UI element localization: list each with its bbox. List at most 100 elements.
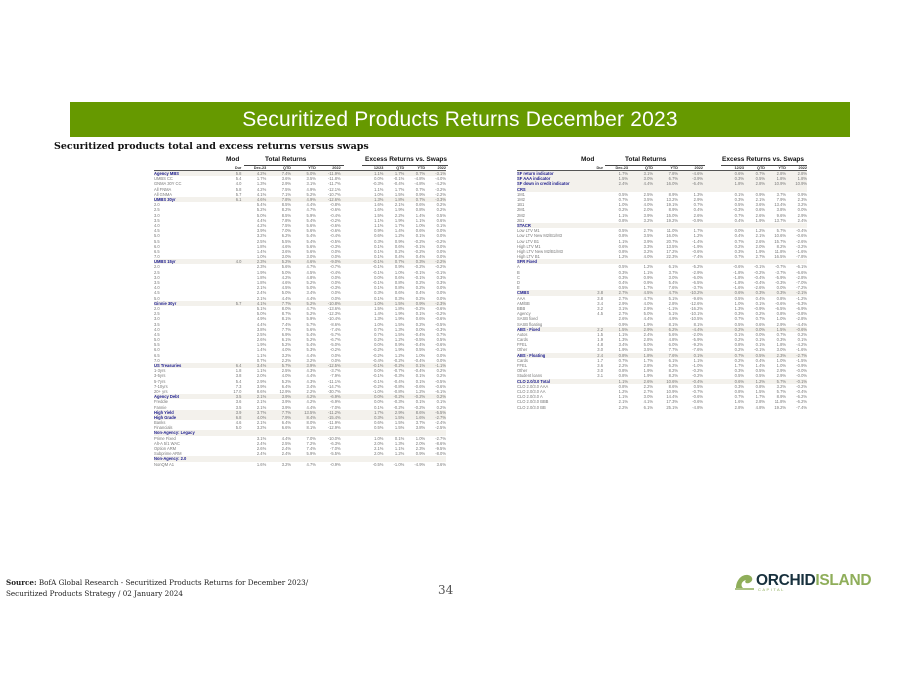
- row-label: 2.0: [154, 305, 160, 311]
- cell-excess-return: 1.7%: [755, 394, 765, 400]
- col-xs-qtd: QTD: [756, 165, 765, 170]
- cell-total-return: 0.7%: [256, 357, 267, 363]
- table-row: 20+ yrs 17.0 8.6% 12.9% 2.2% -30.7% -1.0% -0.8%…: [154, 389, 446, 394]
- cell-total-return: 5.4%: [306, 342, 316, 348]
- row-label: Low LTV New M2/B1/M3: [517, 233, 562, 239]
- cell-excess-return: 0.7%: [415, 197, 426, 203]
- cell-total-return: 4.8%: [306, 274, 316, 280]
- cell-excess-return: -0.2%: [372, 383, 384, 389]
- cell-excess-return: 0.6%: [415, 316, 426, 322]
- row-label: 5.0: [154, 233, 160, 239]
- cell-total-return: 8.5%: [281, 202, 292, 208]
- cell-total-return: 12.9%: [279, 388, 292, 394]
- table-row: Financials 5.0 3.2% 6.6% 8.1% -12.9% 0.5% 1.5% 3…: [154, 425, 446, 430]
- cell-excess-return: -0.6%: [435, 342, 446, 348]
- cell-excess-return: 0.0%: [436, 243, 446, 249]
- cell-total-return: 14.4%: [666, 394, 678, 400]
- cell-excess-return: -0.2%: [435, 264, 446, 270]
- cell-excess-return: 0.3%: [394, 295, 405, 301]
- cell-total-return: 7.8%: [281, 217, 292, 223]
- cell-total-return: -7.4%: [330, 326, 341, 332]
- cell-excess-return: 5.7%: [776, 228, 786, 234]
- cell-dur: 3.5: [235, 404, 242, 410]
- row-label: Student loans: [517, 373, 543, 379]
- row-label: Cards: [517, 357, 528, 363]
- cell-excess-return: -0.1%: [414, 243, 426, 249]
- table-row: 1B1 1.0% 4.0% 19.1% 0.7% 0.5% 3.6% 13.4% 3.2%: [517, 202, 807, 207]
- cell-excess-return: 3.6%: [436, 461, 446, 467]
- cell-total-return: 7.4%: [281, 321, 292, 327]
- row-label: 3.5: [154, 217, 160, 223]
- cell-excess-return: -0.6%: [796, 326, 807, 332]
- row-label: UMBS 30yr: [154, 197, 176, 203]
- cell-total-return: 15.0%: [666, 212, 678, 218]
- cell-excess-return: -6.6%: [796, 269, 807, 275]
- cell-excess-return: -0.4%: [393, 181, 405, 187]
- cell-excess-return: 0.0%: [734, 228, 744, 234]
- row-label: High Yield: [154, 409, 174, 415]
- cell-excess-return: -0.1%: [372, 269, 384, 275]
- cell-excess-return: 2.9%: [394, 409, 405, 415]
- cell-excess-return: 3.0%: [776, 347, 786, 353]
- cell-total-return: 3.5%: [306, 176, 316, 182]
- cell-total-return: 4.4%: [281, 435, 292, 441]
- cell-excess-return: 2.7%: [755, 254, 765, 260]
- cell-total-return: 3.5%: [643, 233, 653, 239]
- cell-excess-return: 2.0%: [374, 451, 384, 457]
- cell-excess-return: -4.0%: [435, 176, 446, 182]
- cell-total-return: 3.0%: [306, 254, 316, 260]
- cell-excess-return: 0.8%: [415, 207, 426, 213]
- cell-total-return: 7.7%: [668, 347, 678, 353]
- cell-excess-return: 0.7%: [734, 394, 744, 400]
- row-label: A: [517, 264, 520, 270]
- cell-total-return: 0.8%: [618, 368, 628, 374]
- table-row: 5.0 3.2% 6.2% 5.4% -0.4% 0.6% 1.2% 0.1% 0.0%: [154, 233, 446, 238]
- cell-total-return: 6.6%: [281, 425, 292, 431]
- total-returns-header: Total Returns: [625, 156, 667, 163]
- cell-excess-return: 0.4%: [755, 357, 765, 363]
- row-label: Low LTV M1: [517, 228, 540, 234]
- cell-total-return: -10.5%: [690, 316, 703, 322]
- cell-total-return: 1.8%: [256, 274, 267, 280]
- cell-total-return: 19.1%: [666, 202, 678, 208]
- cell-excess-return: 0.5%: [734, 321, 744, 327]
- column-header-row: Dur Dec-23 QTD YTD 2022 12/23 QTD YTD 20…: [154, 165, 446, 171]
- cell-excess-return: 1.2%: [394, 337, 405, 343]
- row-label: 6.5: [154, 248, 160, 254]
- cell-excess-return: -0.6%: [414, 383, 426, 389]
- cell-excess-return: -1.6%: [733, 285, 744, 291]
- cell-excess-return: 13.7%: [774, 217, 786, 223]
- cell-total-return: 3.9%: [281, 394, 292, 400]
- cell-excess-return: 0.2%: [415, 280, 426, 286]
- row-label: 3-5yrs: [154, 373, 166, 379]
- cell-total-return: -0.5%: [330, 238, 341, 244]
- row-label: 5.0: [154, 337, 160, 343]
- row-label: CLO 2.0/3.0 AA: [517, 388, 546, 394]
- cell-excess-return: 0.0%: [436, 352, 446, 358]
- cell-total-return: 4.2%: [256, 186, 267, 192]
- cell-total-return: 3.6%: [281, 248, 292, 254]
- table-row: 3.0 5.0% 8.5% 5.9% -0.4% 1.5% 2.2% 1.4% 0.5%: [154, 213, 446, 218]
- cell-excess-return: 1.5%: [776, 326, 786, 332]
- cell-total-return: 7.5%: [281, 222, 292, 228]
- cell-total-return: -6.9%: [330, 394, 341, 400]
- cell-excess-return: 0.2%: [734, 337, 744, 343]
- cell-total-return: 3.2%: [256, 233, 267, 239]
- cell-total-return: 2.9%: [256, 378, 267, 384]
- cell-total-return: 5.3%: [306, 347, 316, 353]
- cell-excess-return: 0.4%: [415, 254, 426, 260]
- cell-excess-return: -4.9%: [414, 461, 426, 467]
- cell-total-return: -14.7%: [327, 383, 341, 389]
- section-row: SFR Fixed: [517, 259, 807, 265]
- cell-excess-return: 0.4%: [415, 290, 426, 296]
- cell-total-return: 4.2%: [256, 222, 267, 228]
- cell-excess-return: 1.0%: [415, 222, 426, 228]
- table-row: SASB fixed 2.6% 4.4% 4.9% -10.5% 0.7% 0.7% 1.0%…: [517, 316, 807, 321]
- section-row: UMBS 15yr 4.0 2.3% 5.2% 4.6% -9.0% -0.1% 0.7% 0.…: [154, 259, 446, 265]
- cell-excess-return: 0.6%: [734, 378, 744, 384]
- cell-excess-return: 2.8%: [797, 171, 807, 177]
- row-label: FFEL: [517, 363, 528, 369]
- row-label: 2.5: [154, 269, 160, 275]
- cell-excess-return: 2.9%: [776, 321, 786, 327]
- cell-excess-return: 0.5%: [734, 373, 744, 379]
